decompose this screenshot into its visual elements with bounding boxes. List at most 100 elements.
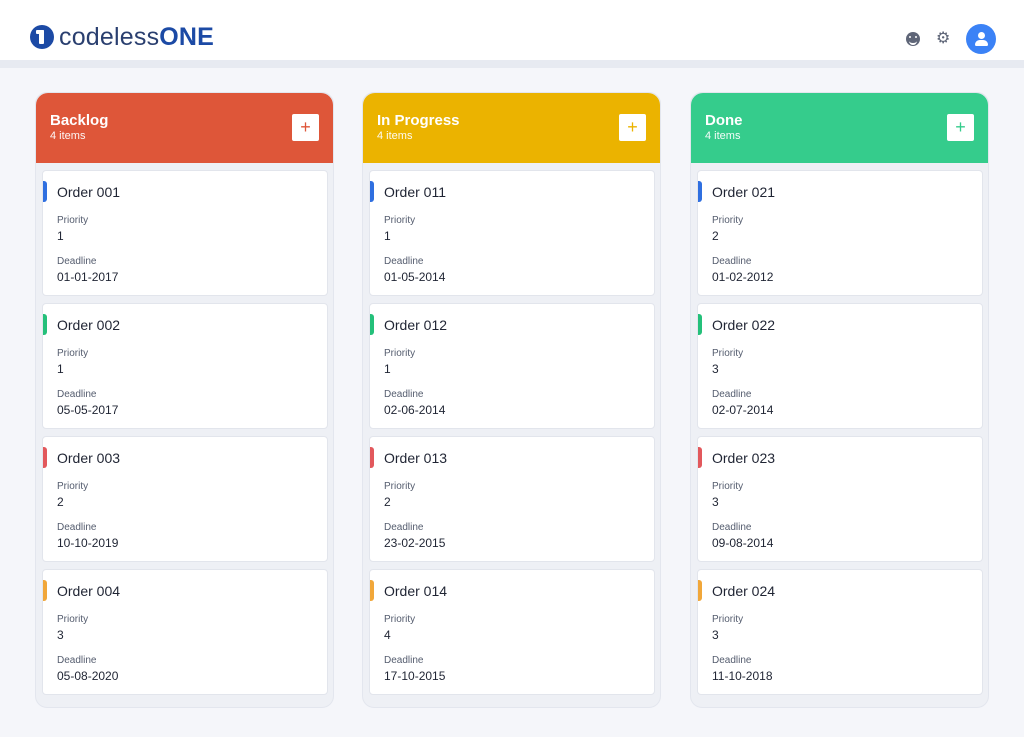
column-title: Backlog xyxy=(50,112,109,129)
card-color-bar xyxy=(43,447,47,468)
priority-value: 2 xyxy=(712,229,719,243)
deadline-label: Deadline xyxy=(712,256,752,267)
deadline-value: 10-10-2019 xyxy=(57,536,119,550)
column-title: Done xyxy=(705,112,743,129)
logo-text-bold: ONE xyxy=(159,23,215,51)
priority-label: Priority xyxy=(57,215,89,226)
column-done: Done 4 items + Order 021 Priority 2 Dead… xyxy=(690,92,989,708)
column-backlog: Backlog 4 items + Order 001 Priority 1 D… xyxy=(35,92,334,708)
deadline-value: 09-08-2014 xyxy=(712,536,774,550)
card-color-bar xyxy=(43,181,47,202)
deadline-value: 17-10-2015 xyxy=(384,669,446,683)
column-item-count: 4 items xyxy=(50,130,86,142)
priority-label: Priority xyxy=(384,614,416,625)
column-item-count: 4 items xyxy=(705,130,741,142)
order-card[interactable]: Order 021 Priority 2 Deadline 01-02-2012 xyxy=(697,170,983,296)
card-title: Order 012 xyxy=(384,317,448,333)
deadline-label: Deadline xyxy=(384,256,424,267)
order-card[interactable]: Order 002 Priority 1 Deadline 05-05-2017 xyxy=(42,303,328,429)
priority-value: 1 xyxy=(57,362,64,376)
add-card-button[interactable]: + xyxy=(292,114,319,141)
gear-icon[interactable]: ⚙ xyxy=(936,30,951,47)
card-color-bar xyxy=(698,181,702,202)
card-title: Order 011 xyxy=(384,184,446,200)
card-color-bar xyxy=(370,181,374,202)
priority-value: 3 xyxy=(712,495,719,509)
card-title: Order 004 xyxy=(57,583,121,599)
add-card-button[interactable]: + xyxy=(619,114,646,141)
header-actions: ⚙ xyxy=(906,24,996,54)
column-header-backlog: Backlog 4 items + xyxy=(36,93,333,163)
priority-label: Priority xyxy=(57,348,89,359)
deadline-label: Deadline xyxy=(57,256,97,267)
deadline-label: Deadline xyxy=(384,389,424,400)
priority-value: 2 xyxy=(57,495,64,509)
order-card[interactable]: Order 022 Priority 3 Deadline 02-07-2014 xyxy=(697,303,983,429)
priority-label: Priority xyxy=(57,481,89,492)
deadline-label: Deadline xyxy=(712,655,752,666)
priority-value: 3 xyxy=(57,628,64,642)
card-title: Order 013 xyxy=(384,450,448,466)
card-color-bar xyxy=(698,447,702,468)
priority-label: Priority xyxy=(57,614,89,625)
deadline-label: Deadline xyxy=(57,655,97,666)
priority-value: 3 xyxy=(712,628,719,642)
card-color-bar xyxy=(370,314,374,335)
deadline-label: Deadline xyxy=(57,389,97,400)
priority-label: Priority xyxy=(712,348,744,359)
card-title: Order 001 xyxy=(57,184,121,200)
user-avatar-icon[interactable] xyxy=(966,24,996,54)
codelessone-logo[interactable]: codelessONE xyxy=(30,22,214,52)
deadline-value: 05-05-2017 xyxy=(57,403,119,417)
order-card[interactable]: Order 001 Priority 1 Deadline 01-01-2017 xyxy=(42,170,328,296)
deadline-value: 11-10-2018 xyxy=(712,669,773,683)
card-color-bar xyxy=(698,314,702,335)
card-color-bar xyxy=(43,314,47,335)
deadline-label: Deadline xyxy=(384,522,424,533)
priority-value: 4 xyxy=(384,628,391,642)
deadline-value: 05-08-2020 xyxy=(57,669,119,683)
order-card[interactable]: Order 012 Priority 1 Deadline 02-06-2014 xyxy=(369,303,655,429)
order-card[interactable]: Order 014 Priority 4 Deadline 17-10-2015 xyxy=(369,569,655,695)
order-card[interactable]: Order 003 Priority 2 Deadline 10-10-2019 xyxy=(42,436,328,562)
card-color-bar xyxy=(370,580,374,601)
priority-label: Priority xyxy=(712,481,744,492)
deadline-value: 01-01-2017 xyxy=(57,270,119,284)
logo-text-thin: codeless xyxy=(59,23,160,51)
priority-value: 1 xyxy=(57,229,64,243)
card-title: Order 024 xyxy=(712,583,776,599)
deadline-label: Deadline xyxy=(57,522,97,533)
priority-label: Priority xyxy=(384,215,416,226)
order-card[interactable]: Order 013 Priority 2 Deadline 23-02-2015 xyxy=(369,436,655,562)
column-header-done: Done 4 items + xyxy=(691,93,988,163)
priority-label: Priority xyxy=(712,215,744,226)
card-title: Order 022 xyxy=(712,317,776,333)
deadline-value: 01-02-2012 xyxy=(712,270,774,284)
order-card[interactable]: Order 011 Priority 1 Deadline 01-05-2014 xyxy=(369,170,655,296)
deadline-value: 02-06-2014 xyxy=(384,403,446,417)
card-title: Order 014 xyxy=(384,583,448,599)
column-title: In Progress xyxy=(377,112,460,129)
deadline-value: 23-02-2015 xyxy=(384,536,446,550)
smiley-icon[interactable] xyxy=(906,32,920,46)
priority-value: 3 xyxy=(712,362,719,376)
deadline-value: 02-07-2014 xyxy=(712,403,774,417)
card-title: Order 002 xyxy=(57,317,121,333)
card-title: Order 003 xyxy=(57,450,121,466)
add-card-button[interactable]: + xyxy=(947,114,974,141)
card-color-bar xyxy=(43,580,47,601)
priority-label: Priority xyxy=(712,614,744,625)
column-item-count: 4 items xyxy=(377,130,413,142)
order-card[interactable]: Order 023 Priority 3 Deadline 09-08-2014 xyxy=(697,436,983,562)
priority-value: 1 xyxy=(384,229,391,243)
order-card[interactable]: Order 024 Priority 3 Deadline 11-10-2018 xyxy=(697,569,983,695)
priority-label: Priority xyxy=(384,348,416,359)
deadline-value: 01-05-2014 xyxy=(384,270,446,284)
priority-value: 2 xyxy=(384,495,391,509)
logo-mark-icon xyxy=(30,25,54,49)
card-color-bar xyxy=(698,580,702,601)
order-card[interactable]: Order 004 Priority 3 Deadline 05-08-2020 xyxy=(42,569,328,695)
top-bar: codelessONE ⚙ xyxy=(0,0,1024,68)
deadline-label: Deadline xyxy=(712,389,752,400)
card-color-bar xyxy=(370,447,374,468)
